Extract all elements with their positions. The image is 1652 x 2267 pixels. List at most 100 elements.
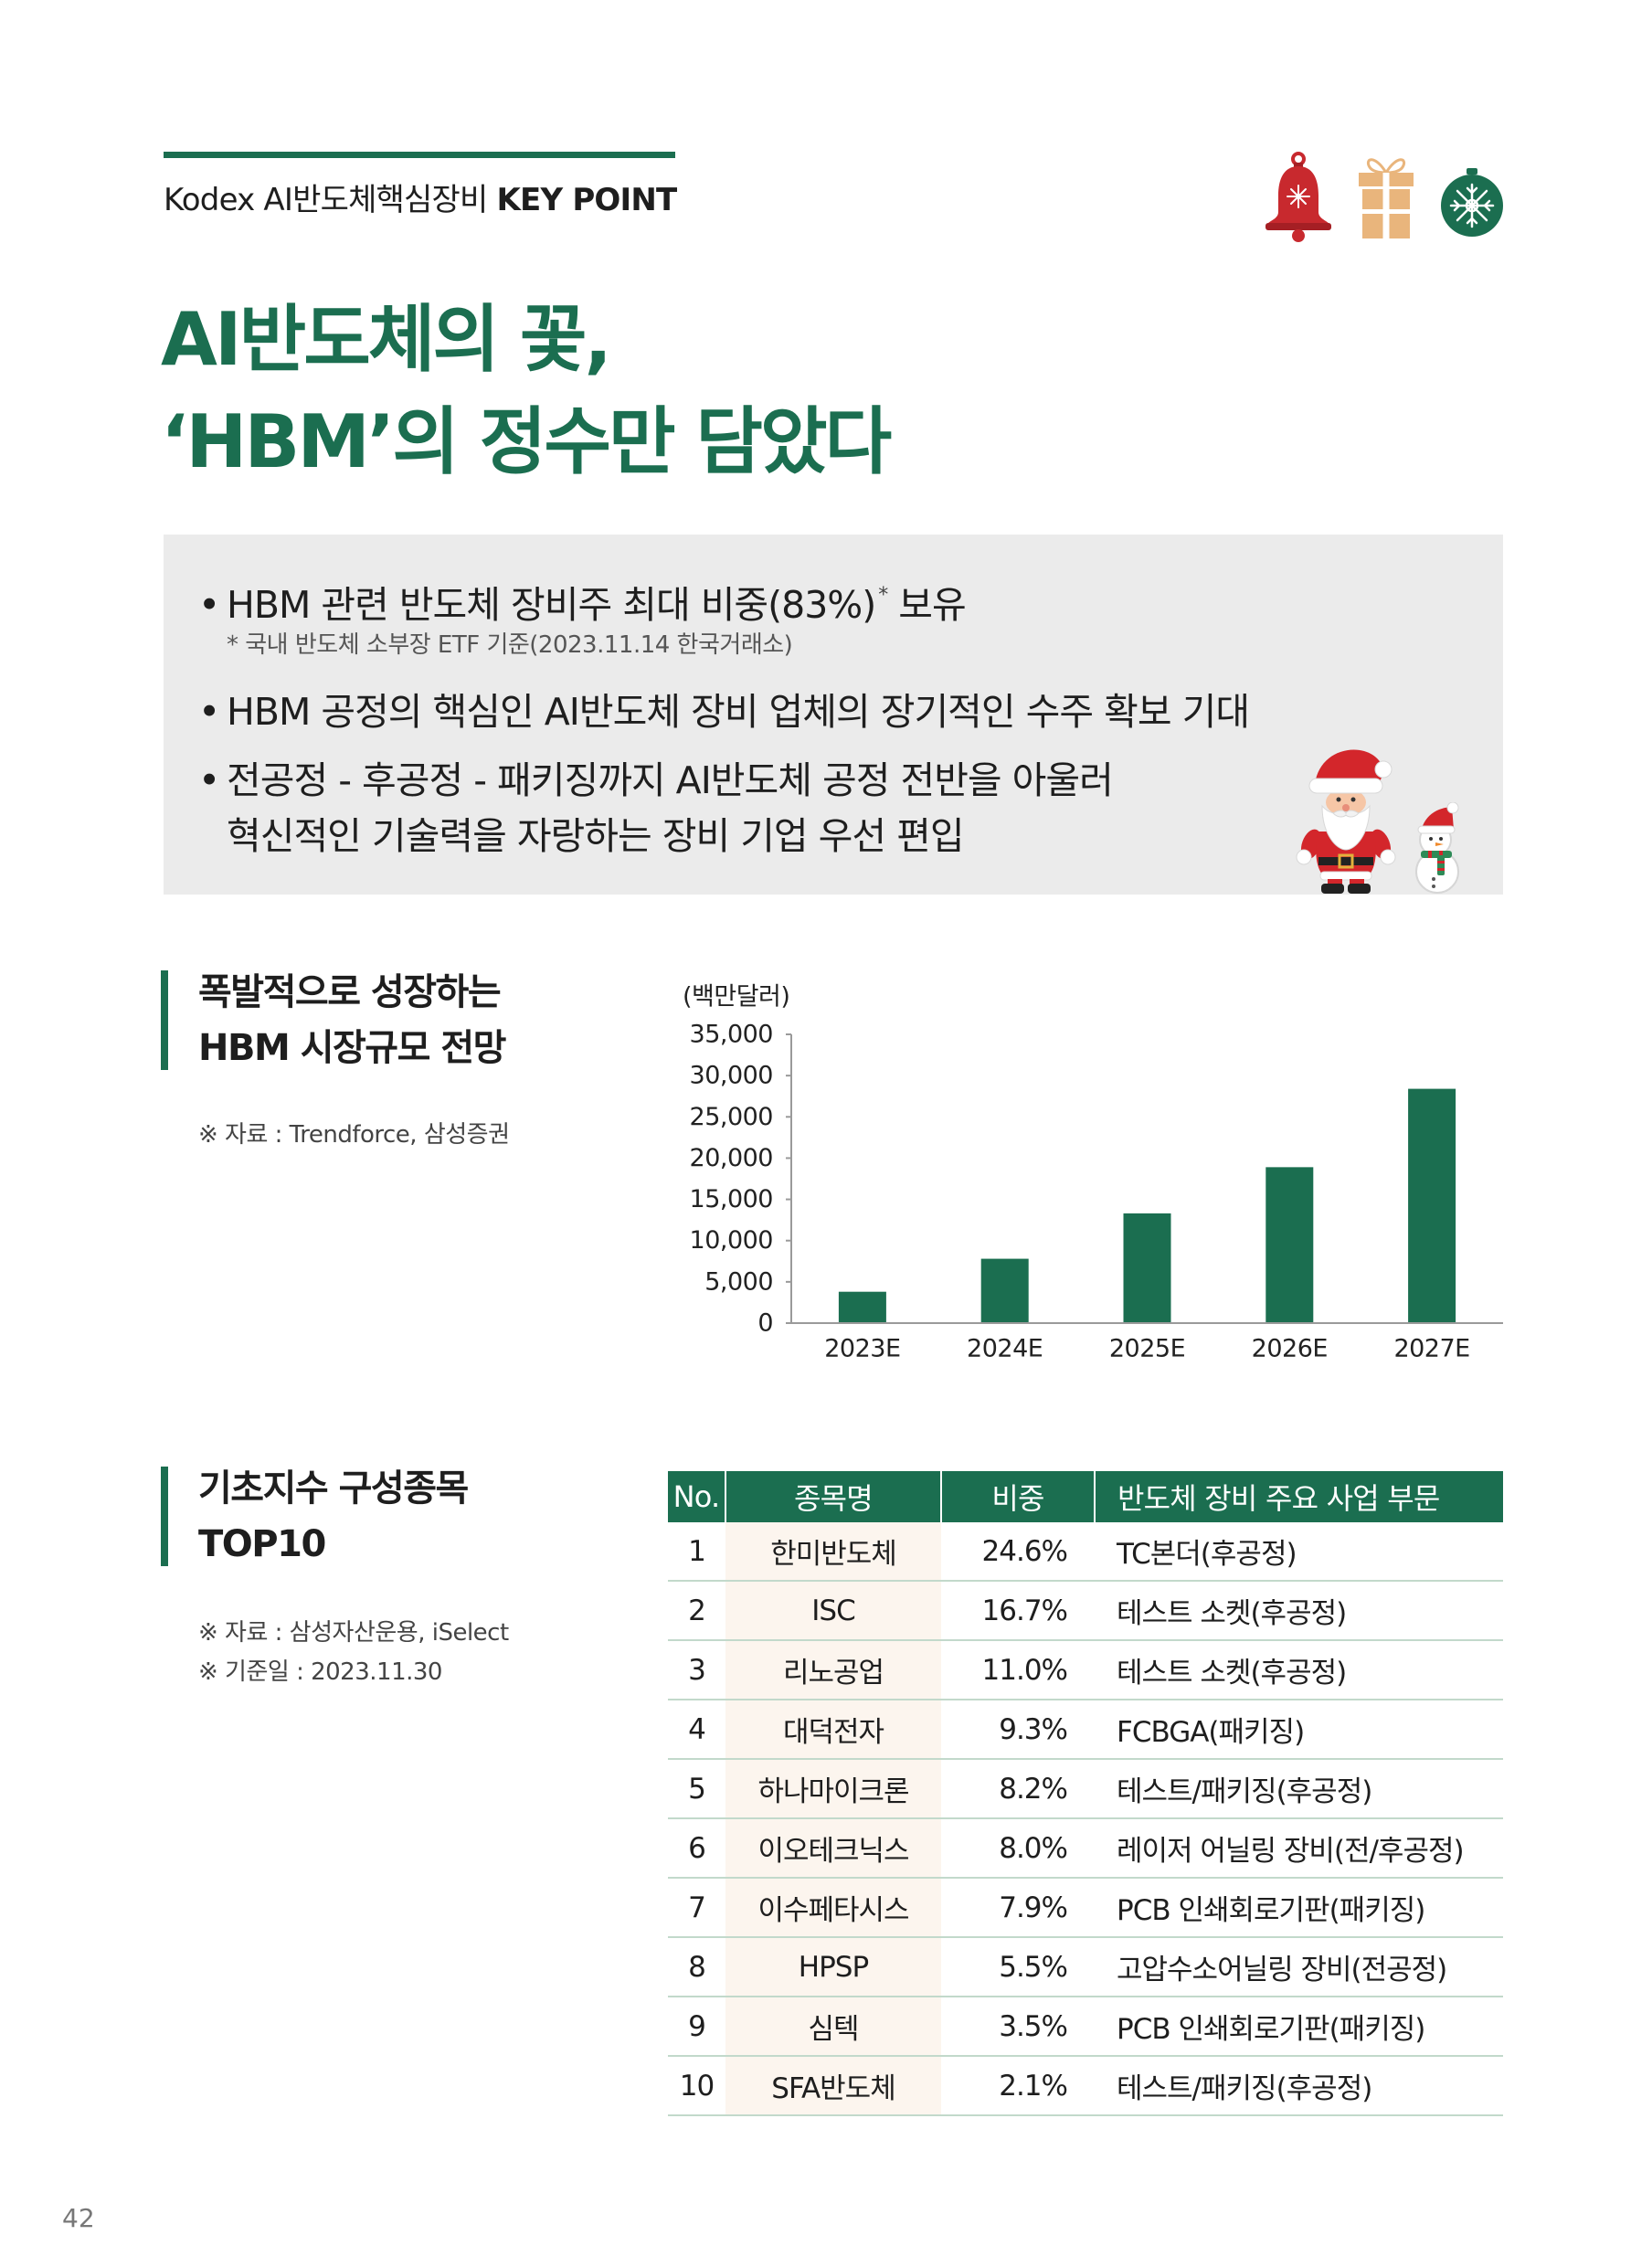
bar-2027E <box>1408 1088 1456 1323</box>
holdings-section-heading: 기초지수 구성종목 TOP10 <box>198 1461 469 1573</box>
cell-no: 9 <box>668 1997 725 2057</box>
bar-2023E <box>838 1291 886 1323</box>
table-row: 4 대덕전자 9.3% FCBGA(패키징) <box>668 1700 1503 1760</box>
cell-weight: 11.0% <box>941 1640 1095 1700</box>
holdings-heading-line-2: TOP10 <box>198 1523 326 1565</box>
market-section-heading: 폭발적으로 성장하는 HBM 시장규모 전망 <box>198 965 506 1076</box>
gift-box-icon <box>1357 151 1415 238</box>
y-tick-label: 25,000 <box>690 1103 773 1131</box>
market-source-note: ※ 자료 : Trendforce, 삼성증권 <box>198 1116 510 1155</box>
footnote-mark: * <box>878 584 888 607</box>
highlight-item-3-line-1: 전공정 - 후공정 - 패키징까지 AI반도체 공정 전반을 아울러 <box>227 758 1114 802</box>
table-row: 1 한미반도체 24.6% TC본더(후공정) <box>668 1522 1503 1582</box>
holdings-section-accent-bar <box>161 1467 168 1566</box>
chart-unit-label: (백만달러) <box>683 983 789 1012</box>
cell-no: 7 <box>668 1878 725 1938</box>
cell-business-segment: PCB 인쇄회로기판(패키징) <box>1095 1997 1503 2057</box>
table-row: 9 심텍 3.5% PCB 인쇄회로기판(패키징) <box>668 1997 1503 2057</box>
key-highlights-panel: • HBM 관련 반도체 장비주 최대 비중(83%) * 보유 * 국내 반도체 소… <box>164 535 1503 895</box>
cell-stock-name: 한미반도체 <box>725 1522 941 1582</box>
bar-2026E <box>1265 1167 1314 1323</box>
highlight-footnote: * 국내 반도체 소부장 ETF 기준(2023.11.14 한국거래소) <box>227 631 793 659</box>
y-tick-label: 20,000 <box>690 1144 773 1172</box>
title-line-2: ‘HBM’의 정수만 담았다 <box>161 399 892 484</box>
x-tick-label: 2024E <box>967 1335 1043 1363</box>
cell-stock-name: 대덕전자 <box>725 1700 941 1760</box>
holdings-heading-line-1: 기초지수 구성종목 <box>198 1467 469 1510</box>
cell-no: 1 <box>668 1522 725 1582</box>
highlight-item-1: • HBM 관련 반도체 장비주 최대 비중(83%) * 보유 <box>198 570 967 627</box>
key-point-label: KEY POINT <box>496 182 677 218</box>
cell-stock-name: SFA반도체 <box>725 2056 941 2116</box>
hbm-market-chart: (백만달러) 0 5,000 10,000 15,000 20,000 25,000 30,… <box>683 983 1503 1363</box>
cell-stock-name: 리노공업 <box>725 1640 941 1700</box>
snowman-illustration <box>1401 802 1468 895</box>
cell-business-segment: 레이저 어닐링 장비(전/후공정) <box>1095 1818 1503 1879</box>
x-tick-label: 2027E <box>1393 1335 1469 1363</box>
market-heading-line-1: 폭발적으로 성장하는 <box>198 971 502 1013</box>
holdings-table: No. 종목명 비중 반도체 장비 주요 사업 부문 1 한미반도체 24.6% TC… <box>668 1471 1503 2116</box>
x-tick-label: 2025E <box>1109 1335 1185 1363</box>
cell-stock-name: 이수페타시스 <box>725 1878 941 1938</box>
cell-weight: 5.5% <box>941 1937 1095 1997</box>
cell-weight: 7.9% <box>941 1878 1095 1938</box>
page-title: AI반도체의 꽃, ‘HBM’의 정수만 담았다 <box>161 289 892 493</box>
holdings-source: ※ 자료 : 삼성자산운용, iSelect <box>198 1619 509 1647</box>
cell-stock-name: ISC <box>725 1581 941 1641</box>
santa-illustration <box>1291 744 1401 895</box>
table-row: 2 ISC 16.7% 테스트 소켓(후공정) <box>668 1581 1503 1641</box>
table-row: 7 이수페타시스 7.9% PCB 인쇄회로기판(패키징) <box>668 1878 1503 1938</box>
cell-weight: 8.0% <box>941 1818 1095 1879</box>
cell-business-segment: 테스트/패키징(후공정) <box>1095 1759 1503 1819</box>
y-tick-label: 10,000 <box>690 1226 773 1255</box>
col-header-no: No. <box>668 1471 725 1522</box>
cell-weight: 8.2% <box>941 1759 1095 1819</box>
highlight-item-2: • HBM 공정의 핵심인 AI반도체 장비 업체의 장기적인 수주 확보 기대 <box>198 686 1250 737</box>
holdings-source-notes: ※ 자료 : 삼성자산운용, iSelect ※ 기준일 : 2023.11.3… <box>198 1614 509 1692</box>
cell-business-segment: FCBGA(패키징) <box>1095 1700 1503 1760</box>
table-body: 1 한미반도체 24.6% TC본더(후공정) 2 ISC 16.7% 테스트 소켓(후공정)… <box>668 1522 1503 2116</box>
ornament-icon <box>1437 168 1507 238</box>
col-header-weight: 비중 <box>940 1471 1095 1522</box>
y-tick-label: 35,000 <box>690 1021 773 1049</box>
y-tick-label: 15,000 <box>690 1185 773 1213</box>
table-row: 10 SFA반도체 2.1% 테스트/패키징(후공정) <box>668 2056 1503 2116</box>
cell-business-segment: 테스트/패키징(후공정) <box>1095 2056 1503 2116</box>
cell-stock-name: 심텍 <box>725 1997 941 2057</box>
y-tick-label: 5,000 <box>704 1267 773 1296</box>
market-heading-line-2: HBM 시장규모 전망 <box>198 1027 506 1069</box>
table-row: 8 HPSP 5.5% 고압수소어닐링 장비(전공정) <box>668 1937 1503 1997</box>
holdings-base-date: ※ 기준일 : 2023.11.30 <box>198 1658 442 1686</box>
bar-2024E <box>980 1258 1029 1323</box>
bullet-mark: • <box>198 583 220 627</box>
col-header-name: 종목명 <box>725 1471 941 1522</box>
title-line-1: AI반도체의 꽃, <box>161 297 612 382</box>
cell-no: 5 <box>668 1759 725 1819</box>
cell-weight: 2.1% <box>941 2056 1095 2116</box>
col-header-sector: 반도체 장비 주요 사업 부문 <box>1094 1471 1503 1522</box>
highlight-item-3: • 전공정 - 후공정 - 패키징까지 AI반도체 공정 전반을 아울러 <box>198 755 1114 806</box>
cell-business-segment: 고압수소어닐링 장비(전공정) <box>1095 1937 1503 1997</box>
cell-weight: 16.7% <box>941 1581 1095 1641</box>
highlight-item-3-line-2: 혁신적인 기술력을 자랑하는 장비 기업 우선 편입 <box>227 814 965 858</box>
cell-stock-name: 이오테크닉스 <box>725 1818 941 1879</box>
cell-no: 10 <box>668 2056 725 2116</box>
cell-weight: 3.5% <box>941 1997 1095 2057</box>
cell-no: 4 <box>668 1700 725 1760</box>
table-row: 6 이오테크닉스 8.0% 레이저 어닐링 장비(전/후공정) <box>668 1818 1503 1879</box>
bar-2025E <box>1123 1213 1171 1323</box>
cell-no: 6 <box>668 1818 725 1879</box>
table-row: 3 리노공업 11.0% 테스트 소켓(후공정) <box>668 1640 1503 1700</box>
table-header-row: No. 종목명 비중 반도체 장비 주요 사업 부문 <box>668 1471 1503 1522</box>
bell-icon <box>1262 151 1335 242</box>
bullet-mark: • <box>198 758 220 802</box>
table-row: 5 하나마이크론 8.2% 테스트/패키징(후공정) <box>668 1759 1503 1819</box>
page-number: 42 <box>62 2203 95 2233</box>
bullet-mark: • <box>198 690 220 734</box>
cell-weight: 24.6% <box>941 1522 1095 1582</box>
market-section-accent-bar <box>161 970 168 1070</box>
y-tick-label: 0 <box>757 1309 773 1338</box>
market-source: ※ 자료 : Trendforce, 삼성증권 <box>198 1121 510 1149</box>
highlight-item-1-tail: 보유 <box>898 583 966 627</box>
cell-weight: 9.3% <box>941 1700 1095 1760</box>
